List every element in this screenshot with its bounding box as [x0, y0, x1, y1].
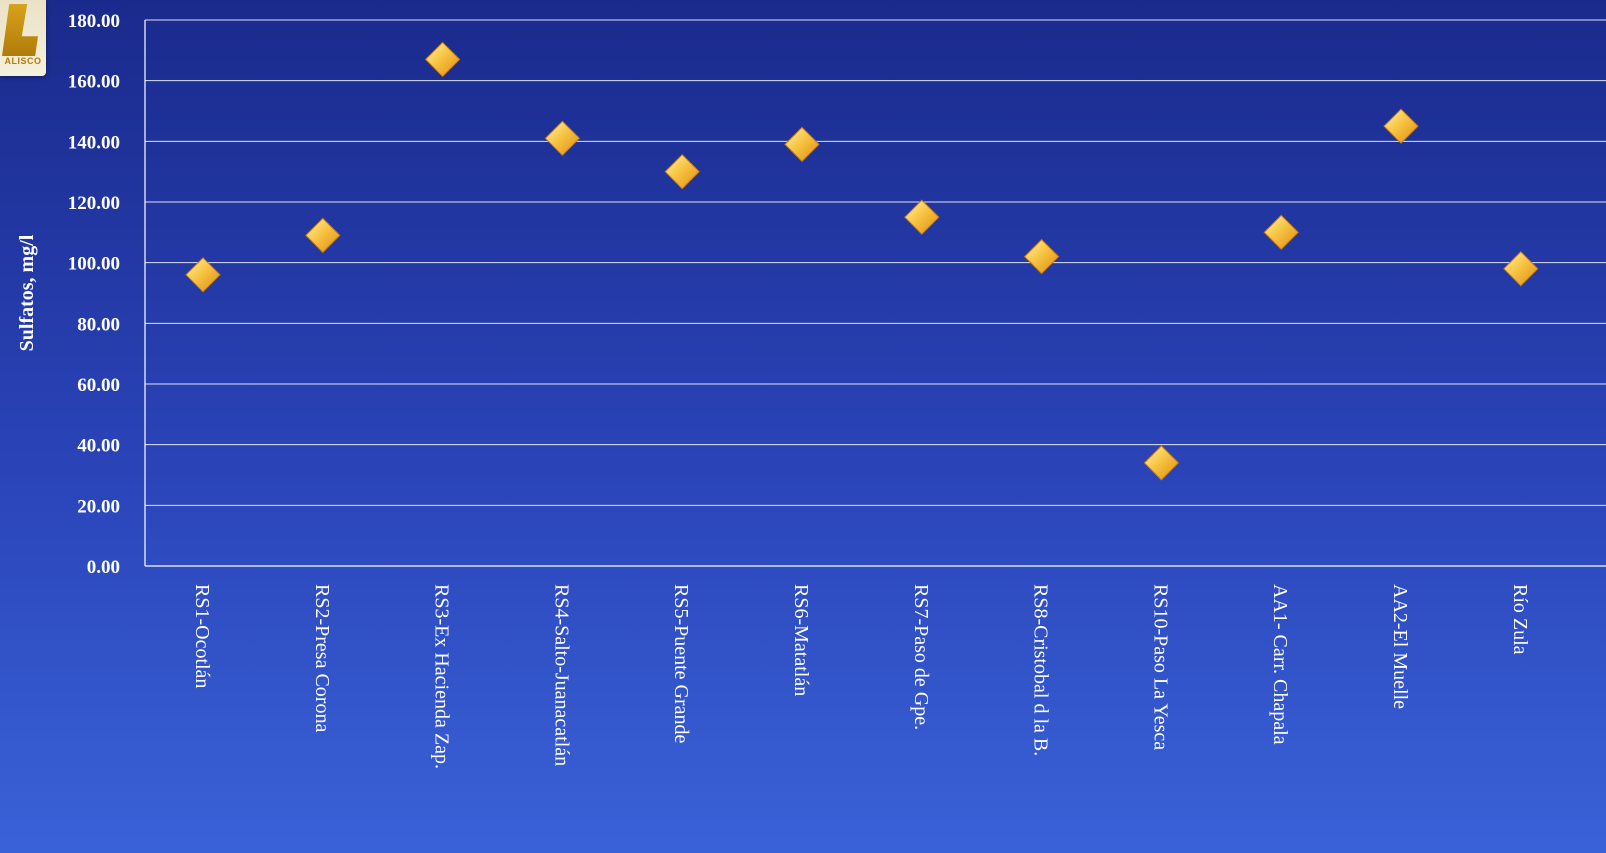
y-tick-label: 80.00 — [77, 314, 120, 335]
y-tick-label: 120.00 — [68, 193, 120, 214]
data-point-marker — [305, 217, 341, 254]
data-point-marker — [1023, 238, 1060, 275]
data-point-marker — [904, 199, 940, 235]
y-tick-label: 100.00 — [68, 254, 120, 275]
y-tick-label: 180.00 — [68, 11, 120, 32]
data-point-marker — [1263, 214, 1299, 251]
data-point-marker — [1143, 445, 1180, 481]
x-tick-label: RS4-Salto-Juanacatlán — [550, 584, 572, 766]
y-axis-ticks: 0.00 20.00 40.00 60.00 80.00 100.00 120.00 140.… — [68, 11, 120, 578]
x-tick-label: AA1- Carr. Chapala — [1269, 584, 1291, 745]
x-tick-label: RS3-Ex Hacienda Zap. — [431, 584, 453, 769]
data-point-marker — [544, 120, 581, 157]
x-tick-label: RS10-Paso La Yesca — [1149, 584, 1171, 750]
y-tick-label: 140.00 — [68, 132, 120, 153]
x-tick-label: RS5-Puente Grande — [670, 584, 692, 744]
data-point-marker — [424, 41, 461, 78]
data-points — [185, 41, 1539, 481]
x-tick-label: RS1-Ocotlán — [191, 584, 213, 688]
data-point-marker — [1503, 251, 1539, 287]
x-tick-label: RS7-Paso de Gpe. — [910, 584, 932, 730]
y-tick-label: 160.00 — [68, 72, 120, 93]
x-tick-label: RS2-Presa Corona — [311, 584, 333, 732]
logo: ALISCO — [0, 0, 46, 76]
x-tick-label: RS6-Matatlán — [790, 584, 812, 696]
data-point-marker — [784, 126, 820, 163]
x-tick-label: Río Zula — [1509, 584, 1531, 655]
x-tick-label: RS8-Cristobal d la B. — [1030, 584, 1052, 756]
data-point-marker — [1383, 108, 1419, 144]
x-axis-ticks: RS1-Ocotlán RS2-Presa Corona RS3-Ex Hacien… — [191, 584, 1531, 769]
y-tick-label: 40.00 — [77, 436, 120, 457]
y-axis-label: Sulfatos, mg/l — [16, 234, 38, 351]
y-tick-label: 60.00 — [77, 375, 120, 396]
x-tick-label: AA2-El Muelle — [1389, 584, 1411, 709]
data-point-marker — [185, 257, 221, 293]
data-point-marker — [664, 153, 700, 190]
y-tick-label: 20.00 — [77, 496, 120, 517]
logo-text: ALISCO — [4, 56, 42, 66]
y-tick-label: 0.00 — [87, 557, 120, 578]
gridlines — [145, 19, 1606, 506]
axes — [144, 20, 1606, 567]
